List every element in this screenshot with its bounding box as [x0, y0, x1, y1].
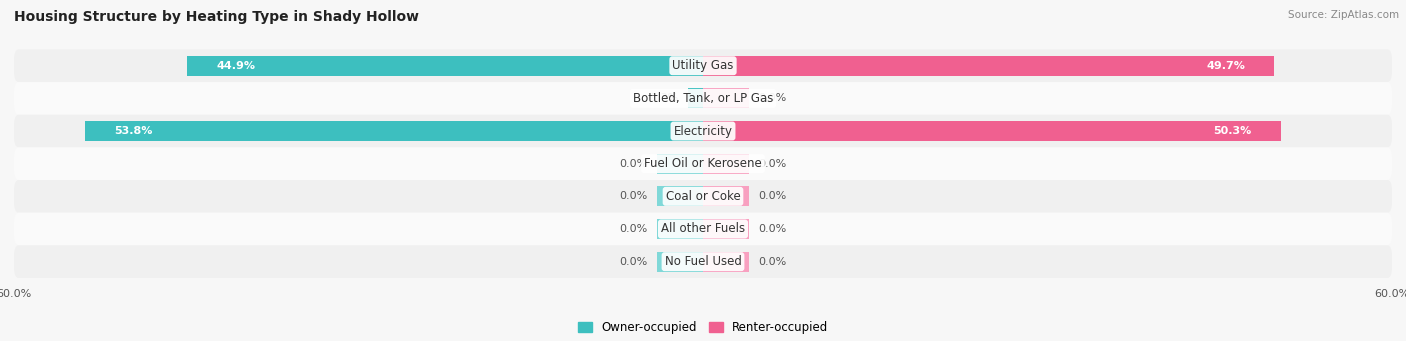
Text: Utility Gas: Utility Gas: [672, 59, 734, 72]
FancyBboxPatch shape: [14, 115, 1392, 147]
Bar: [657, 252, 703, 272]
Bar: [703, 252, 749, 272]
Bar: [657, 153, 703, 174]
FancyBboxPatch shape: [14, 82, 1392, 115]
Text: 49.7%: 49.7%: [1206, 61, 1244, 71]
Text: All other Fuels: All other Fuels: [661, 222, 745, 236]
FancyBboxPatch shape: [14, 245, 1392, 278]
Text: 0.0%: 0.0%: [758, 159, 786, 169]
Bar: [703, 153, 749, 174]
FancyBboxPatch shape: [14, 180, 1392, 213]
Text: 50.3%: 50.3%: [1213, 126, 1251, 136]
Text: 0.0%: 0.0%: [758, 257, 786, 267]
Bar: [703, 219, 749, 239]
Bar: [187, 56, 703, 76]
Text: Fuel Oil or Kerosene: Fuel Oil or Kerosene: [644, 157, 762, 170]
Bar: [703, 88, 749, 108]
Bar: [657, 186, 703, 206]
Bar: [688, 88, 703, 108]
Text: Housing Structure by Heating Type in Shady Hollow: Housing Structure by Heating Type in Sha…: [14, 10, 419, 24]
FancyBboxPatch shape: [14, 49, 1392, 82]
Bar: [86, 121, 703, 141]
Text: Source: ZipAtlas.com: Source: ZipAtlas.com: [1288, 10, 1399, 20]
FancyBboxPatch shape: [14, 213, 1392, 245]
Bar: [703, 186, 749, 206]
Text: No Fuel Used: No Fuel Used: [665, 255, 741, 268]
Legend: Owner-occupied, Renter-occupied: Owner-occupied, Renter-occupied: [572, 316, 834, 339]
Text: 0.0%: 0.0%: [758, 224, 786, 234]
Text: 44.9%: 44.9%: [217, 61, 254, 71]
Text: 53.8%: 53.8%: [114, 126, 152, 136]
Bar: [703, 56, 1274, 76]
Bar: [657, 219, 703, 239]
Bar: [703, 121, 1281, 141]
Text: 0.0%: 0.0%: [620, 257, 648, 267]
Text: 0.0%: 0.0%: [620, 224, 648, 234]
Text: Coal or Coke: Coal or Coke: [665, 190, 741, 203]
Text: 0.0%: 0.0%: [758, 93, 786, 103]
FancyBboxPatch shape: [14, 147, 1392, 180]
Text: 0.0%: 0.0%: [758, 191, 786, 201]
Text: Electricity: Electricity: [673, 124, 733, 137]
Text: Bottled, Tank, or LP Gas: Bottled, Tank, or LP Gas: [633, 92, 773, 105]
Text: 0.0%: 0.0%: [620, 159, 648, 169]
Text: 0.0%: 0.0%: [620, 191, 648, 201]
Text: 1.3%: 1.3%: [651, 93, 679, 103]
